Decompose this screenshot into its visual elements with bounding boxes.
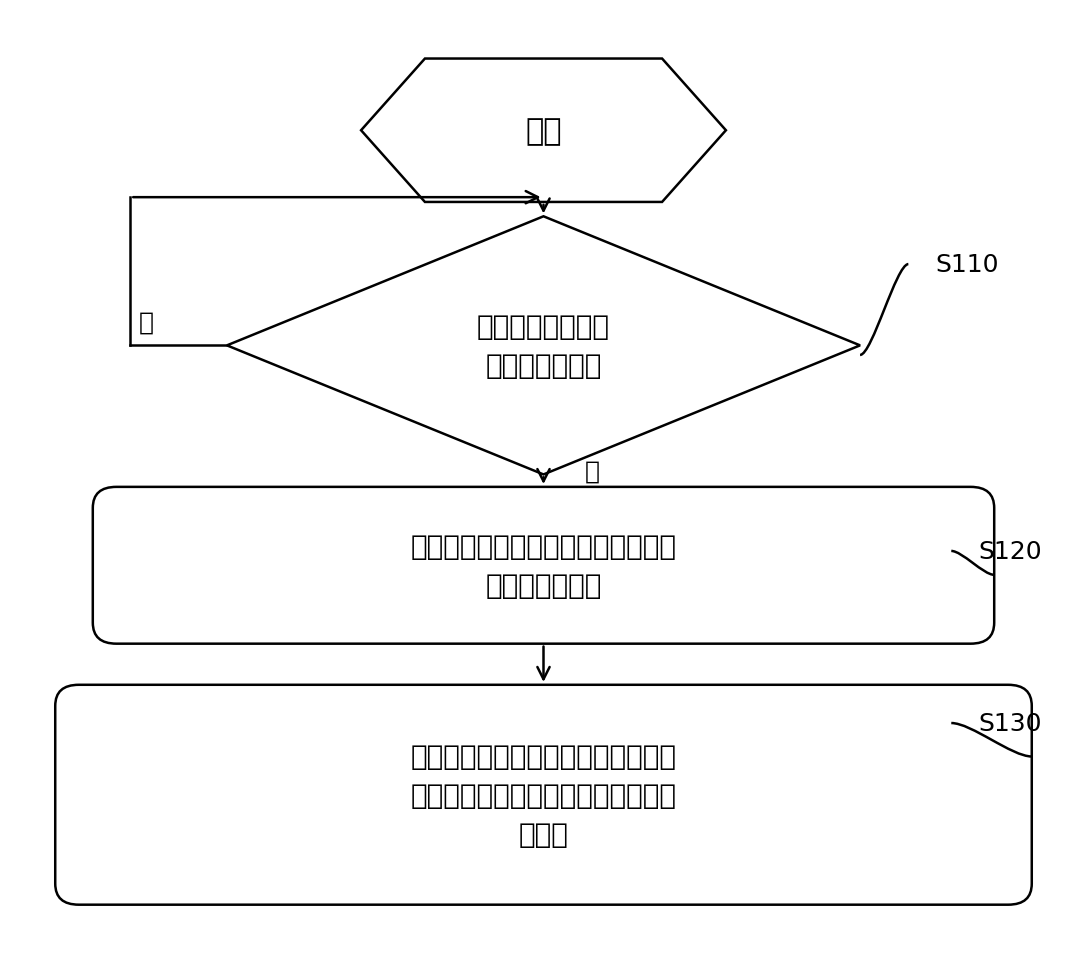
Text: 实时监测并网逆变
器是否发生谐振: 实时监测并网逆变 器是否发生谐振 [477,313,610,380]
Text: 启动与发生谐振的并网逆变器对应的
谐振幅值控制环: 启动与发生谐振的并网逆变器对应的 谐振幅值控制环 [411,532,676,599]
FancyBboxPatch shape [92,487,995,644]
Text: 否: 否 [139,310,154,334]
Text: 开始: 开始 [525,116,562,145]
FancyBboxPatch shape [55,685,1032,905]
Text: S120: S120 [978,540,1041,563]
Polygon shape [361,59,726,203]
Text: 是: 是 [585,459,599,484]
Text: S130: S130 [978,711,1041,735]
Polygon shape [227,217,860,475]
Text: 按照预设优先级，调用预设谐振抑制
调节算法，对所述并网逆变器参数进
行调节: 按照预设优先级，调用预设谐振抑制 调节算法，对所述并网逆变器参数进 行调节 [411,742,676,848]
Text: S110: S110 [935,253,999,277]
